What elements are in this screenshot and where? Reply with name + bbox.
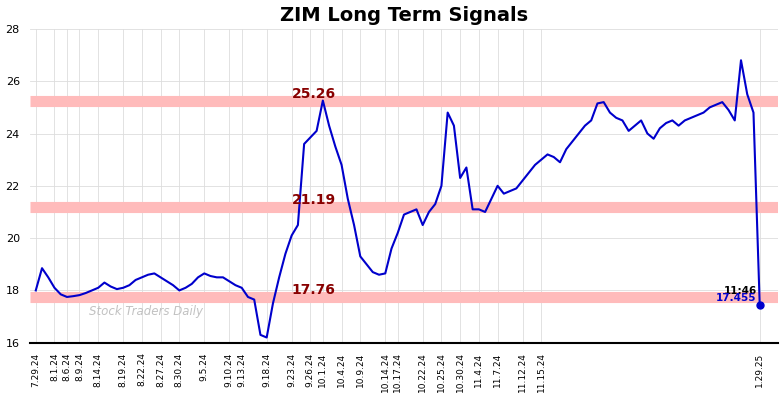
Text: 11:46: 11:46 xyxy=(724,285,757,296)
Title: ZIM Long Term Signals: ZIM Long Term Signals xyxy=(280,6,528,25)
Text: 17.76: 17.76 xyxy=(292,283,336,297)
Text: 21.19: 21.19 xyxy=(292,193,336,207)
Text: Stock Traders Daily: Stock Traders Daily xyxy=(89,304,203,318)
Text: 25.26: 25.26 xyxy=(292,86,336,101)
Text: 17.455: 17.455 xyxy=(716,293,757,303)
